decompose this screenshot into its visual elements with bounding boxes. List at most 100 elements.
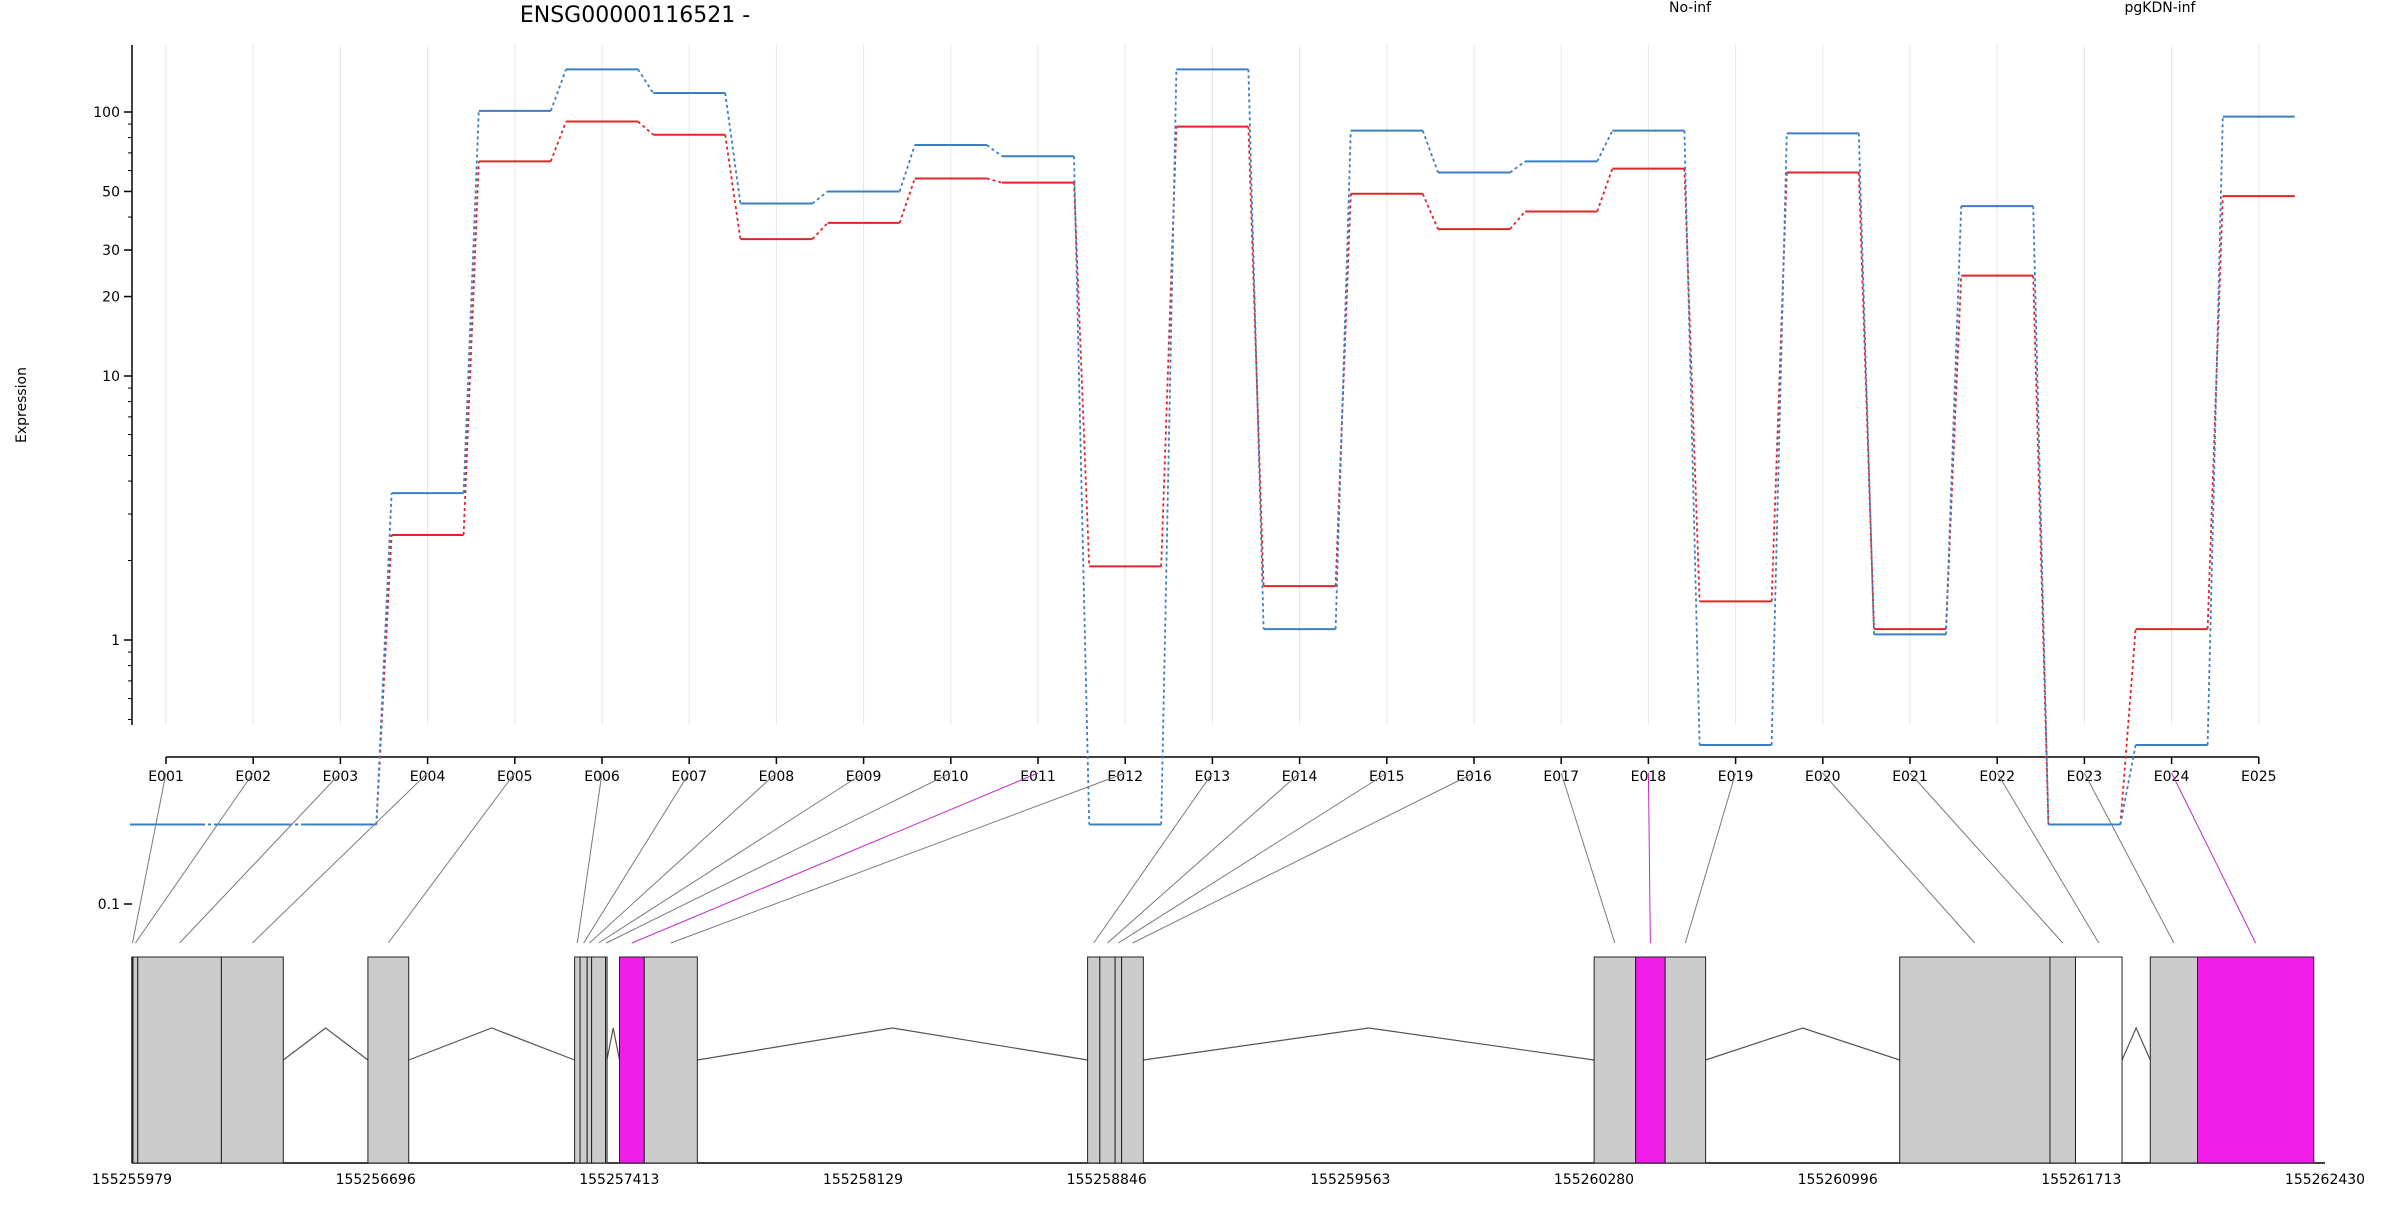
series-transition [1683,130,1701,746]
connector-e016 [1132,772,1475,944]
intron [606,1027,621,1061]
series-transition [1334,193,1352,587]
gene-axis-label: 155257413 [579,1172,659,1188]
series-transition [811,190,829,205]
x-tick-label: E017 [1543,769,1579,785]
gene-axis-label: 155261713 [2041,1172,2121,1188]
exon-e010 [605,956,608,1164]
connector-e015 [1118,772,1388,944]
exon-e005 [367,956,410,1164]
x-tick-label: E013 [1195,769,1231,785]
series-transition [898,178,916,224]
exon-e023 [2149,956,2199,1164]
series-transition [2032,275,2050,825]
connector-e012 [670,772,1126,944]
x-tick-label: E023 [2067,769,2103,785]
x-tick-label: E007 [671,769,707,785]
connector-e014 [1107,772,1300,944]
gene-axis-label: 155256696 [336,1172,416,1188]
gene-axis-label: 155258129 [823,1172,903,1188]
y-tick-label: 10 [102,369,120,385]
axes: 0.1 1 10 20 30 50 100 E001 E002 E003 E004 E005 E006 E… [93,45,2277,913]
connector-e007 [583,772,690,944]
exon-e021 [2049,956,2076,1164]
connector-e009 [598,772,864,944]
chart-title: ENSG00000116521 - [520,3,750,28]
series-transition [2206,116,2224,746]
exon-e004 [220,956,284,1164]
connector-e013 [1093,772,1213,944]
gene-model: 155255979 155256696 155257413 155258129 1552… [92,956,2365,1188]
series-transition [1945,275,1963,630]
y-tick-label: 1 [111,633,120,649]
connector-e001 [132,772,167,944]
series-transition [986,177,1003,184]
exon-e022 [2074,956,2123,1164]
x-tick-label: E020 [1805,769,1841,785]
series-transition [2119,744,2137,825]
exon-e024 [2197,956,2315,1164]
gene-axis-label: 155260996 [1798,1172,1878,1188]
gene-axis-label: 155258846 [1067,1172,1147,1188]
y-tick-label: 30 [102,243,120,259]
series-transition [1509,160,1526,174]
x-tick-label: E021 [1892,769,1928,785]
exon-connectors [132,772,2257,944]
x-tick-label: E025 [2241,769,2277,785]
y-axis-label: Expression [14,367,30,443]
legend-pgkdn-inf: pgKDN-inf [2125,0,2197,16]
intron [282,1027,369,1061]
series-transition [1596,168,1614,212]
connector-e024 [2171,772,2257,944]
x-tick-label: E016 [1456,769,1492,785]
series-transition [2032,206,2050,825]
series-transition [462,110,480,494]
connector-e022 [1996,772,2100,944]
x-tick-label: E005 [497,769,533,785]
series-transition [375,493,393,825]
x-tick-label: E006 [584,769,620,785]
connector-e017 [1560,772,1616,944]
y-tick-label: 100 [93,105,120,121]
x-tick-label: E024 [2154,769,2190,785]
x-tick-label: E002 [235,769,271,785]
series-transition [1421,193,1439,230]
exon-e003 [137,956,222,1164]
intron [1705,1027,1900,1061]
series-transition [724,92,742,204]
exon-e008 [586,956,593,1164]
exon-e012 [643,956,698,1164]
series-pgkdn-inf [130,68,2295,826]
connector-e004 [251,772,428,944]
x-tick-label: E008 [759,769,795,785]
exon-e013 [1087,956,1101,1164]
exon-e011 [618,956,645,1164]
connector-e008 [589,772,777,944]
series-transition [1247,126,1265,587]
x-tick-label: E015 [1369,769,1405,785]
exon-e007 [579,956,588,1164]
intron [2121,1026,2151,1061]
series-transition [724,134,742,240]
x-tick-label: E012 [1107,769,1143,785]
series-transition [1770,133,1788,746]
x-tick-label: E014 [1282,769,1318,785]
x-tick-label: E011 [1020,769,1056,785]
series-transition [1857,133,1875,635]
connector-e006 [576,772,603,944]
intron [697,1027,1088,1061]
gene-axis-label: 155255979 [92,1172,172,1188]
series-transition [1857,172,1875,630]
intron [1143,1027,1595,1061]
series-transition [549,121,567,162]
exon-e017 [1593,956,1637,1164]
intron [408,1027,575,1061]
y-tick-label: 50 [102,184,120,200]
x-tick-label: E001 [148,769,184,785]
series-transition [1509,210,1526,230]
gene-axis-label: 155259563 [1310,1172,1390,1188]
x-tick-label: E010 [933,769,969,785]
connector-e002 [134,772,254,944]
legend-no-inf: No-inf [1669,0,1712,16]
